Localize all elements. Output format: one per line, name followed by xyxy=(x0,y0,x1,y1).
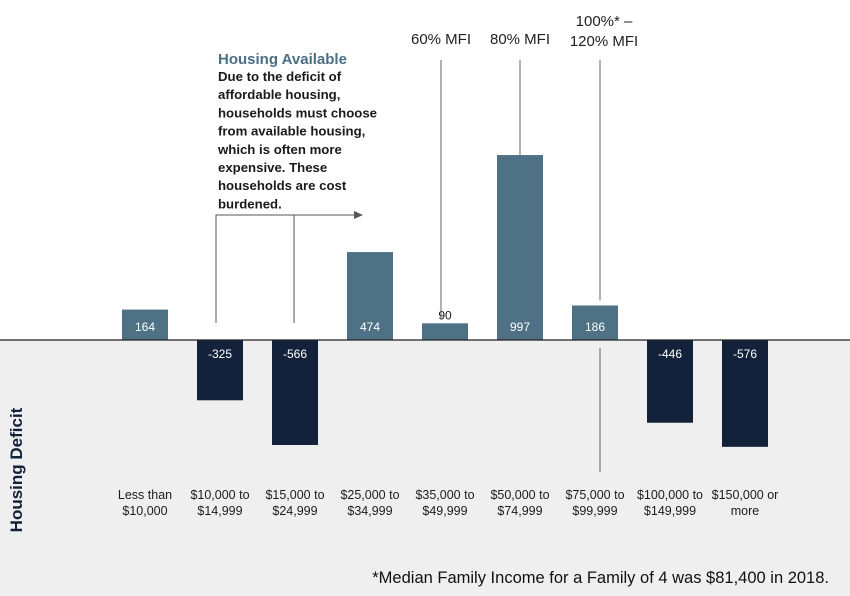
category-label-8-0: $150,000 or xyxy=(712,488,779,502)
data-label-1: -325 xyxy=(208,347,232,361)
mfi-label-2-0: 100%* – xyxy=(576,13,633,30)
footnote-text: *Median Family Income for a Family of 4 … xyxy=(372,569,829,587)
data-label-4: 90 xyxy=(438,308,452,322)
category-label-6-1: $99,999 xyxy=(572,504,617,518)
bars-group: 164 -325 -566 474 90 997 186 -446 -576 xyxy=(122,155,768,447)
category-label-1-1: $14,999 xyxy=(197,504,242,518)
category-label-4-0: $35,000 to xyxy=(415,488,474,502)
annotation-line-7: burdened. xyxy=(218,196,282,211)
data-label-7: -446 xyxy=(658,347,682,361)
category-label-2-0: $15,000 to xyxy=(265,488,324,502)
housing-deficit-label: Housing Deficit xyxy=(7,407,26,532)
data-label-6: 186 xyxy=(585,320,605,334)
annotation-line-1: affordable housing, xyxy=(218,87,340,102)
category-label-0-0: Less than xyxy=(118,488,172,502)
data-label-3: 474 xyxy=(360,320,380,334)
category-label-8-1: more xyxy=(731,504,760,518)
category-label-5-0: $50,000 to xyxy=(490,488,549,502)
bar-7 xyxy=(647,340,693,423)
category-labels-group: Less than $10,000 $10,000 to $14,999 $15,000… xyxy=(118,488,778,518)
bar-6 xyxy=(572,305,618,340)
bar-3 xyxy=(347,252,393,340)
data-label-0: 164 xyxy=(135,320,155,334)
category-label-6-0: $75,000 to xyxy=(565,488,624,502)
category-label-3-1: $34,999 xyxy=(347,504,392,518)
annotation-line-6: households are cost xyxy=(218,178,347,193)
deficit-band xyxy=(0,340,850,596)
category-label-3-0: $25,000 to xyxy=(340,488,399,502)
arrow-head-icon xyxy=(354,211,363,219)
annotation-line-3: from available housing, xyxy=(218,124,365,139)
category-label-5-1: $74,999 xyxy=(497,504,542,518)
bar-1 xyxy=(197,340,243,401)
mfi-label-1-0: 80% MFI xyxy=(490,31,550,48)
bar-4 xyxy=(422,323,468,340)
category-label-7-1: $149,999 xyxy=(644,504,696,518)
category-label-2-1: $24,999 xyxy=(272,504,317,518)
annotation-title: Housing Available xyxy=(218,51,347,68)
bar-8 xyxy=(722,340,768,447)
data-label-5: 997 xyxy=(510,320,530,334)
data-label-8: -576 xyxy=(733,347,757,361)
bar-2 xyxy=(272,340,318,445)
annotation-line-2: households must choose xyxy=(218,105,377,120)
category-label-1-0: $10,000 to xyxy=(190,488,249,502)
mfi-label-2-1: 120% MFI xyxy=(570,33,638,50)
category-label-7-0: $100,000 to xyxy=(637,488,703,502)
mfi-markers-group: 60% MFI 80% MFI 100%* – 120% MFI xyxy=(411,13,638,472)
data-label-2: -566 xyxy=(283,347,307,361)
bar-0 xyxy=(122,309,168,340)
annotation-bracket xyxy=(215,214,356,323)
category-label-0-1: $10,000 xyxy=(122,504,167,518)
category-label-4-1: $49,999 xyxy=(422,504,467,518)
mfi-label-0-0: 60% MFI xyxy=(411,31,471,48)
annotation-line-0: Due to the deficit of xyxy=(218,69,342,84)
annotation-line-5: expensive. These xyxy=(218,160,327,175)
bar-5 xyxy=(497,155,543,340)
annotation-line-4: which is often more xyxy=(217,142,342,157)
